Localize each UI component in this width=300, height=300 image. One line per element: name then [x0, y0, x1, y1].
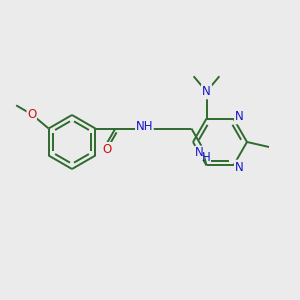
Text: NH: NH — [136, 120, 153, 133]
Text: N: N — [202, 85, 211, 98]
Text: N: N — [235, 161, 244, 174]
Text: O: O — [27, 108, 36, 121]
Text: H: H — [202, 151, 211, 164]
Text: O: O — [103, 142, 112, 156]
Text: N: N — [195, 146, 204, 159]
Text: N: N — [235, 110, 244, 123]
